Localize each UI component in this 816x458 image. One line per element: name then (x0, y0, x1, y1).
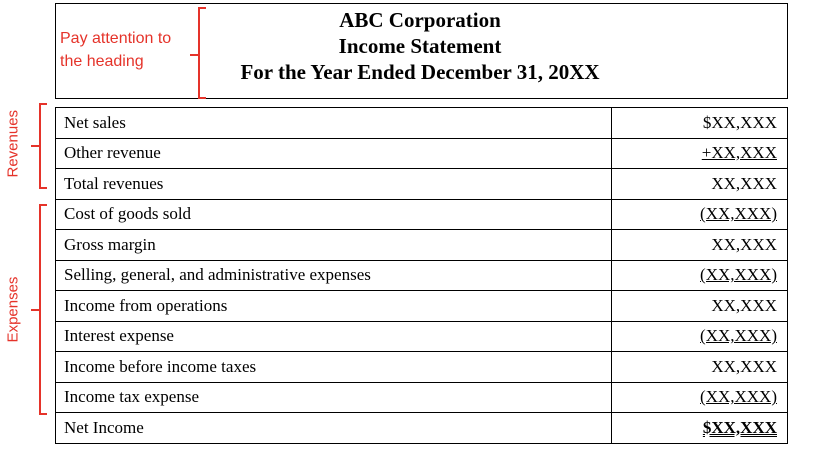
table-row: Cost of goods sold (XX,XXX) (55, 198, 788, 230)
row-amount: $XX,XXX (611, 107, 788, 139)
row-amount: XX,XXX (611, 290, 788, 322)
statement-title: Income Statement (338, 34, 502, 58)
net-income-amount: $XX,XXX (702, 417, 777, 437)
table-row: Gross margin XX,XXX (55, 229, 788, 261)
expenses-label: Expenses (4, 276, 22, 343)
table-row: Net sales $XX,XXX (55, 107, 788, 139)
row-amount: +XX,XXX (701, 143, 777, 163)
table-row: Income tax expense (XX,XXX) (55, 381, 788, 413)
table-row: Income from operations XX,XXX (55, 290, 788, 322)
row-amount: XX,XXX (611, 168, 788, 200)
row-label: Net Income (55, 412, 612, 444)
table-row: Total revenues XX,XXX (55, 168, 788, 200)
row-amount: (XX,XXX) (700, 265, 777, 285)
heading-callout-line-2: the heading (60, 53, 144, 70)
row-label: Net sales (55, 107, 612, 139)
heading-callout: Pay attention to the heading (60, 27, 171, 73)
row-label: Income from operations (55, 290, 612, 322)
statement-heading-box (55, 3, 788, 99)
expenses-bracket (31, 204, 47, 415)
row-amount: XX,XXX (611, 229, 788, 261)
table-row: Net Income $XX,XXX (55, 412, 788, 444)
company-name: ABC Corporation (339, 8, 501, 32)
table-row: Interest expense (XX,XXX) (55, 320, 788, 352)
row-amount: (XX,XXX) (700, 387, 777, 407)
row-amount: (XX,XXX) (700, 326, 777, 346)
row-label: Total revenues (55, 168, 612, 200)
table-row: Other revenue +XX,XXX (55, 137, 788, 169)
row-label: Income before income taxes (55, 351, 612, 383)
row-label: Selling, general, and administrative exp… (55, 259, 612, 291)
row-label: Gross margin (55, 229, 612, 261)
revenues-bracket (31, 103, 47, 189)
row-amount: (XX,XXX) (700, 204, 777, 224)
heading-callout-line-1: Pay attention to (60, 30, 172, 47)
row-label: Interest expense (55, 320, 612, 352)
row-label: Other revenue (55, 137, 612, 169)
row-label: Cost of goods sold (55, 198, 612, 230)
table-row: Selling, general, and administrative exp… (55, 259, 788, 291)
heading-bracket (190, 7, 206, 99)
statement-period: For the Year Ended December 31, 20XX (240, 60, 600, 84)
row-label: Income tax expense (55, 381, 612, 413)
row-amount: XX,XXX (611, 351, 788, 383)
revenues-label: Revenues (4, 109, 22, 178)
income-statement-table: Net sales $XX,XXX Other revenue +XX,XXX … (55, 107, 788, 444)
table-row: Income before income taxes XX,XXX (55, 351, 788, 383)
